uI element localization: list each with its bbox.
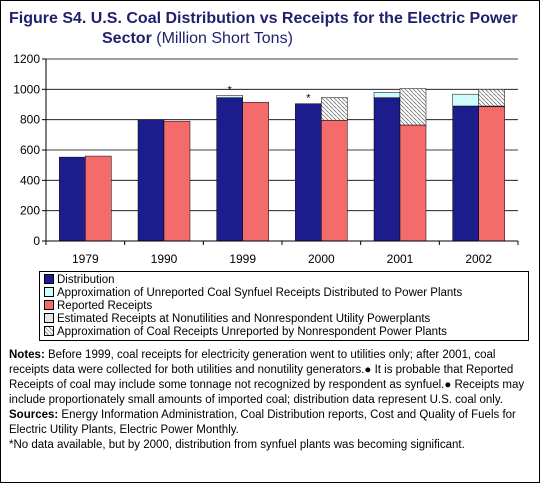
- legend-swatch-synfuel: [44, 286, 54, 297]
- legend-item-nonrespondent: Approximation of Coal Receipts Unreporte…: [44, 325, 447, 339]
- legend-label-synfuel: Approximation of Unreported Coal Synfuel…: [57, 287, 463, 299]
- bar-distribution-2001: [373, 97, 401, 242]
- bar-reported-1979: [85, 155, 112, 242]
- bar-synfuel-2001: [373, 92, 401, 98]
- legend-swatch-reported: [44, 299, 54, 310]
- x-tick-label: 1990: [151, 252, 178, 266]
- bar-distribution-2002: [452, 105, 479, 242]
- legend-label-distribution: Distribution: [57, 274, 115, 286]
- legend-swatch-distribution: [44, 273, 54, 284]
- bar-synfuel-1999: [216, 95, 243, 98]
- legend-item-synfuel: Approximation of Unreported Coal Synfuel…: [44, 286, 463, 300]
- x-tick-label: 2001: [387, 252, 414, 266]
- y-tick-label: 400: [20, 173, 40, 187]
- bar-reported-1990: [163, 120, 191, 242]
- sources-paragraph: Sources: Energy Information Administrati…: [9, 408, 533, 438]
- bar-distribution-1979: [59, 156, 86, 242]
- y-tick-label: 600: [20, 143, 40, 157]
- legend-item-estimated: Estimated Receipts at Nonutilities and N…: [44, 312, 431, 326]
- footnote: *No data available, but by 2000, distrib…: [9, 439, 465, 451]
- bar-distribution-2000: [295, 103, 322, 242]
- title-line-1: Figure S4. U.S. Coal Distribution vs Rec…: [9, 10, 518, 27]
- bar-distribution-1999: [216, 97, 243, 242]
- notes-text: Before 1999, coal receipts for electrici…: [9, 349, 525, 406]
- notes-label: Notes:: [9, 349, 45, 361]
- bar-reported-2001: [399, 124, 427, 242]
- notes-block: Notes: Before 1999, coal receipts for el…: [9, 348, 533, 453]
- chart-title: Figure S4. U.S. Coal Distribution vs Rec…: [9, 9, 529, 49]
- legend-label-estimated: Estimated Receipts at Nonutilities and N…: [57, 313, 431, 325]
- legend: Distribution Approximation of Unreported…: [39, 271, 529, 341]
- bar-reported-1999: [242, 101, 269, 242]
- bar-reported-2002: [478, 106, 505, 242]
- y-tick-label: 1000: [13, 82, 40, 96]
- x-tick-label: 1999: [229, 252, 256, 266]
- title-line-2: Sector (Million Short Tons): [9, 29, 529, 49]
- legend-label-nonrespondent: Approximation of Coal Receipts Unreporte…: [57, 326, 447, 338]
- asterisk-marker: *: [228, 84, 233, 96]
- sources-text: Energy Information Administration, Coal …: [9, 409, 516, 436]
- sources-label: Sources:: [9, 409, 59, 421]
- y-tick-label: 0: [33, 234, 40, 248]
- y-tick-label: 1200: [13, 52, 40, 66]
- x-tick-label: 2002: [465, 252, 492, 266]
- legend-item-reported: Reported Receipts: [44, 299, 153, 313]
- notes-paragraph: Notes: Before 1999, coal receipts for el…: [9, 348, 533, 408]
- bar-nonrespondent-2001: [399, 88, 427, 126]
- x-tick-label: 2000: [308, 252, 335, 266]
- bar-chart: 0 200 400 600 800 1000 1200 1979 1990 1999 2000 200…: [13, 52, 519, 266]
- legend-item-distribution: Distribution: [44, 273, 115, 287]
- bar-reported-2000: [321, 120, 348, 242]
- legend-swatch-nonrespondent: [44, 325, 54, 336]
- bar-nonrespondent-2002: [478, 89, 505, 107]
- legend-swatch-estimated: [44, 312, 54, 323]
- legend-label-reported: Reported Receipts: [57, 300, 153, 312]
- asterisk-marker: *: [306, 93, 311, 105]
- bar-nonrespondent-2000: [321, 97, 348, 121]
- title-units: (Million Short Tons): [156, 30, 293, 47]
- y-tick-label: 800: [20, 113, 40, 127]
- y-tick-label: 200: [20, 204, 40, 218]
- bar-synfuel-2002: [452, 93, 479, 107]
- title-sector: Sector: [102, 30, 152, 47]
- bar-distribution-1990: [137, 119, 165, 242]
- x-tick-label: 1979: [72, 252, 99, 266]
